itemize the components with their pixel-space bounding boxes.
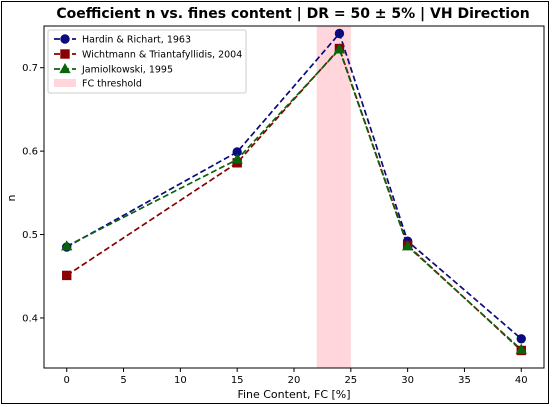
legend-marker-2 [59, 62, 71, 74]
x-tick-label: 35 [458, 375, 471, 386]
x-axis-label: Fine Content, FC [%] [237, 388, 350, 401]
chart-title: Coefficient n vs. fines content | DR = 5… [56, 6, 529, 22]
data-point-2-0 [61, 240, 73, 251]
data-point-2-4 [515, 343, 527, 354]
y-tick-label: 0.6 [22, 147, 38, 158]
x-tick-label: 40 [515, 375, 528, 386]
x-tick-label: 10 [174, 375, 187, 386]
legend-band-swatch [54, 79, 76, 87]
series-layer [61, 28, 527, 356]
tick-layer: 0 5 10 15 20 25 30 35 40 0.4 0.5 0.6 0.7 [22, 63, 528, 386]
y-tick-label: 0.5 [22, 230, 38, 241]
legend-box [47, 29, 247, 94]
series-line-2 [66, 47, 522, 351]
legend: Hardin & Richart, 1963 Wichtmann & Triant… [47, 29, 247, 94]
legend-marker-0 [60, 34, 70, 44]
x-tick-label: 5 [120, 375, 126, 386]
fc-threshold-band [316, 26, 351, 368]
y-axis-label: n [5, 194, 18, 201]
x-tick-label: 25 [344, 375, 357, 386]
legend-label-1: Wichtmann & Triantafyllidis, 2004 [82, 50, 242, 61]
legend-label-0: Hardin & Richart, 1963 [82, 35, 191, 46]
legend-label-band: FC threshold [82, 79, 142, 90]
data-point-2-3 [401, 240, 414, 251]
x-tick-label: 30 [401, 375, 414, 386]
legend-marker-1 [60, 49, 70, 59]
data-point-2-2 [333, 43, 346, 54]
data-point-0-2 [334, 28, 345, 39]
y-tick-label: 0.7 [22, 63, 38, 74]
data-point-0-4 [516, 334, 526, 344]
band-layer [316, 26, 351, 368]
x-tick-label: 20 [288, 375, 301, 386]
data-point-2-1 [231, 153, 243, 164]
x-tick-label: 15 [231, 375, 244, 386]
series-line-1 [66, 46, 522, 352]
x-tick-label: 0 [64, 375, 70, 386]
y-tick-label: 0.4 [22, 313, 38, 324]
legend-label-2: Jamiolkowski, 1995 [81, 65, 173, 76]
data-point-1-0 [62, 270, 72, 281]
